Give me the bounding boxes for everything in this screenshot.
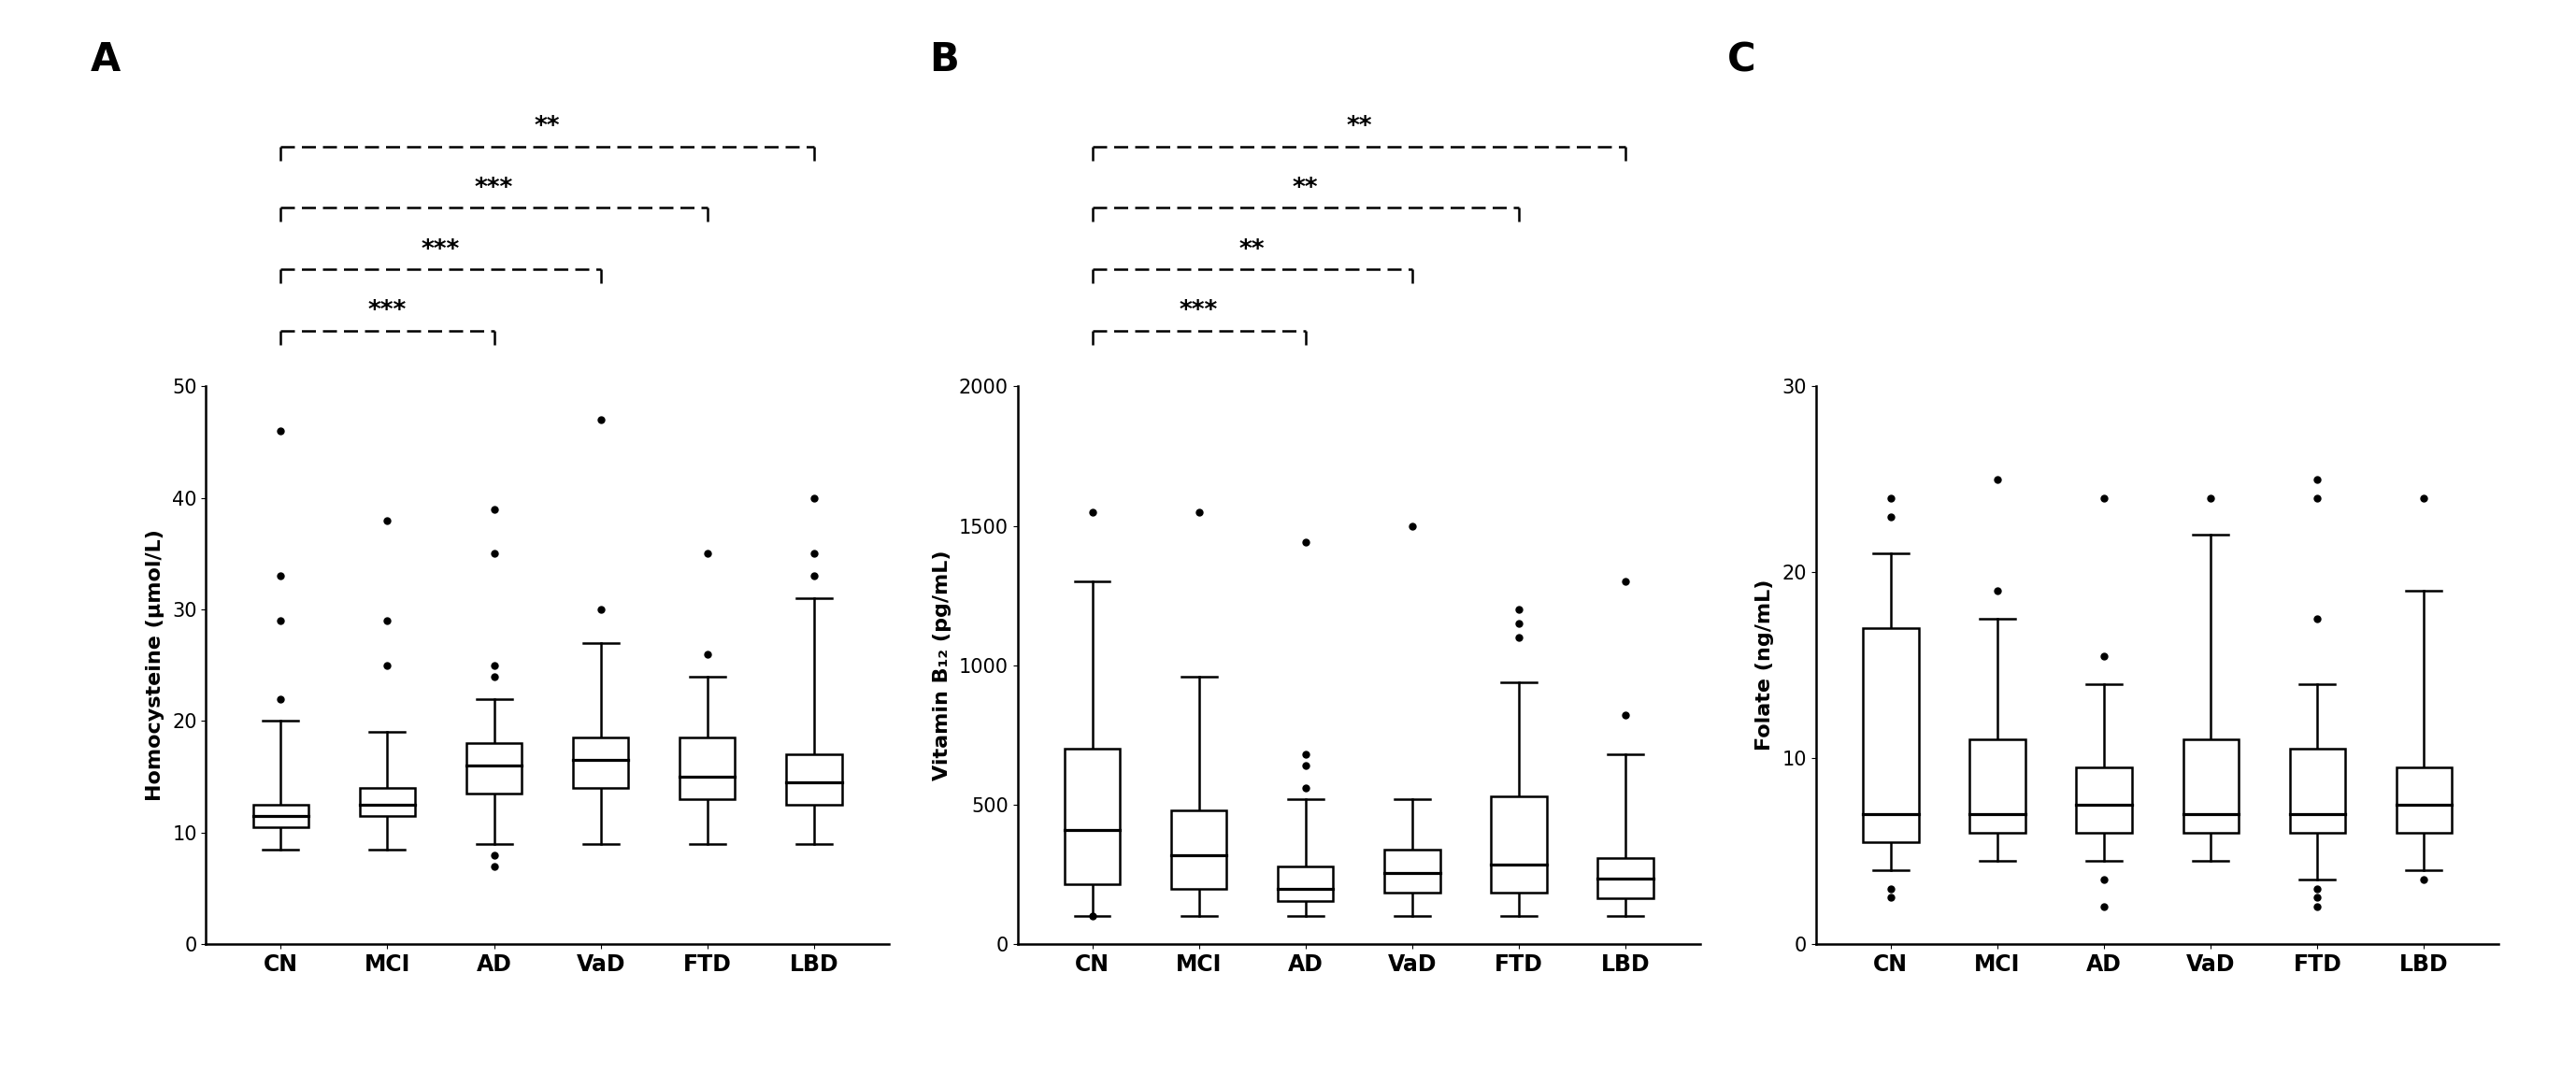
Bar <box>786 754 842 805</box>
Bar <box>466 744 523 794</box>
Text: ***: *** <box>368 299 407 324</box>
Text: **: ** <box>1347 116 1370 139</box>
Y-axis label: Homocysteine (μmol/L): Homocysteine (μmol/L) <box>147 529 165 802</box>
Bar <box>2076 767 2133 833</box>
Bar <box>572 738 629 788</box>
Text: C: C <box>1728 41 1757 79</box>
Text: **: ** <box>536 116 559 139</box>
Bar <box>2396 767 2452 833</box>
Bar <box>1064 749 1121 884</box>
Text: **: ** <box>1239 238 1265 263</box>
Bar <box>252 805 309 827</box>
Y-axis label: Folate (ng/mL): Folate (ng/mL) <box>1757 579 1775 751</box>
Bar <box>680 738 734 799</box>
Bar <box>1278 866 1334 901</box>
Text: B: B <box>930 41 958 79</box>
Text: ***: *** <box>1180 299 1218 324</box>
Bar <box>361 788 415 815</box>
Y-axis label: Vitamin B₁₂ (pg/mL): Vitamin B₁₂ (pg/mL) <box>933 550 951 780</box>
Bar <box>1971 739 2025 833</box>
Bar <box>2290 749 2344 833</box>
Bar <box>1862 628 1919 842</box>
Bar <box>2182 739 2239 833</box>
Bar <box>1492 796 1546 893</box>
Text: ***: *** <box>422 238 461 263</box>
Bar <box>1383 850 1440 893</box>
Text: A: A <box>90 41 121 79</box>
Bar <box>1597 857 1654 898</box>
Text: **: ** <box>1293 177 1319 201</box>
Bar <box>1172 810 1226 888</box>
Text: ***: *** <box>474 177 513 201</box>
